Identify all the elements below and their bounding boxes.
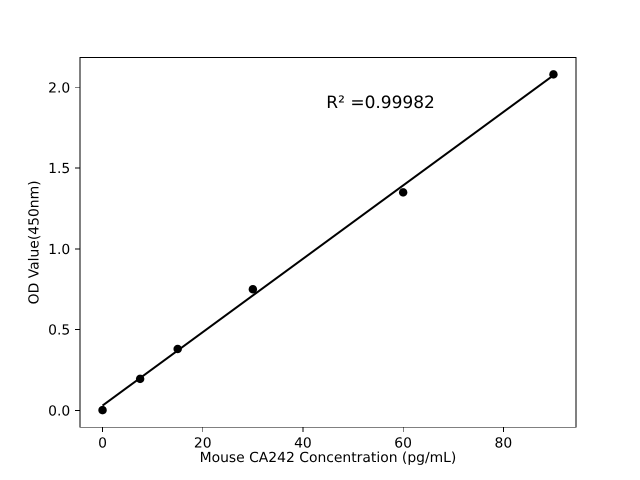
data-point [549,70,558,79]
y-tick-label: 1.5 [48,161,70,177]
y-tick-label: 0.5 [48,323,70,339]
data-point [398,188,408,197]
y-tick-label: 2.0 [48,80,70,96]
data-point [173,344,182,354]
data-point [248,284,258,294]
x-axis-label: Mouse CA242 Concentration (pg/mL) [200,450,457,466]
y-tick-label: 0.0 [48,403,70,419]
y-tick-label: 1.0 [48,242,70,258]
data-point [98,405,107,415]
axes-spines [79,57,577,428]
y-axis-label: OD Value(450nm) [27,180,43,304]
data-point [135,374,145,384]
r-squared-annotation: R² =0.99982 [326,93,435,113]
x-tick-label: 40 [294,435,312,451]
x-tick-label: 0 [98,435,107,451]
x-tick-label: 60 [394,435,412,451]
x-tick-label: 20 [194,435,212,451]
x-tick-label: 80 [495,435,513,451]
